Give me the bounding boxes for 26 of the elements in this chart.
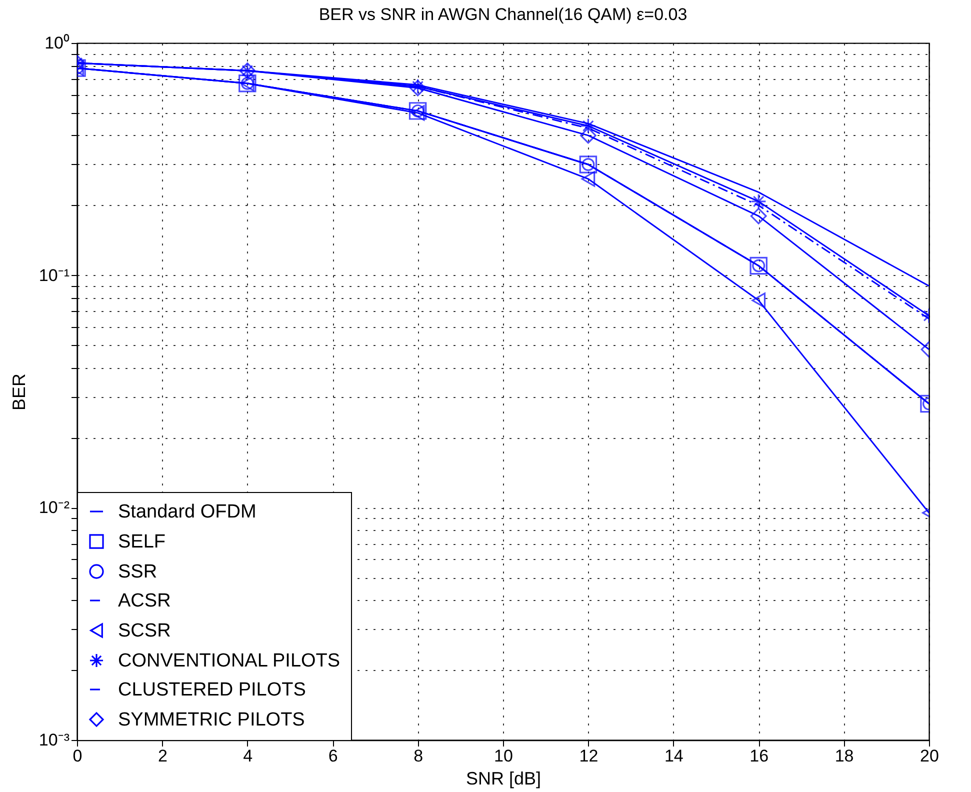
x-tick-label: 12 <box>579 746 598 766</box>
x-tick-label: 2 <box>158 746 168 766</box>
legend-label: SYMMETRIC PILOTS <box>118 710 305 730</box>
y-tick-label: 10⁰ <box>44 34 70 52</box>
y-tick-label: 10⁻¹ <box>38 266 70 285</box>
x-tick-label: 6 <box>328 746 338 766</box>
x-tick-label: 16 <box>750 746 769 766</box>
x-tick-label: 18 <box>834 746 854 766</box>
legend-label: CLUSTERED PILOTS <box>118 680 306 700</box>
x-tick-label: 20 <box>920 746 939 766</box>
x-tick-label: 8 <box>414 746 424 766</box>
legend-label: ACSR <box>118 590 171 612</box>
y-tick-label: 10⁻³ <box>38 730 70 750</box>
legend-label: SSR <box>118 562 158 582</box>
x-tick-label: 10 <box>494 746 513 766</box>
x-tick-label: 0 <box>72 746 82 766</box>
legend-label: CONVENTIONAL PILOTS <box>118 650 340 672</box>
chart-title: BER vs SNR in AWGN Channel(16 QAM) ε=0.03 <box>318 5 688 24</box>
y-tick-label: 10⁻² <box>38 498 70 518</box>
y-axis-title: BER <box>8 373 29 411</box>
x-tick-label: 4 <box>243 746 253 766</box>
legend-label: SELF <box>118 532 166 552</box>
x-axis-title: SNR [dB] <box>466 768 542 788</box>
legend-label: Standard OFDM <box>118 502 256 522</box>
x-tick-label: 14 <box>664 746 684 766</box>
legend-label: SCSR <box>118 620 171 642</box>
